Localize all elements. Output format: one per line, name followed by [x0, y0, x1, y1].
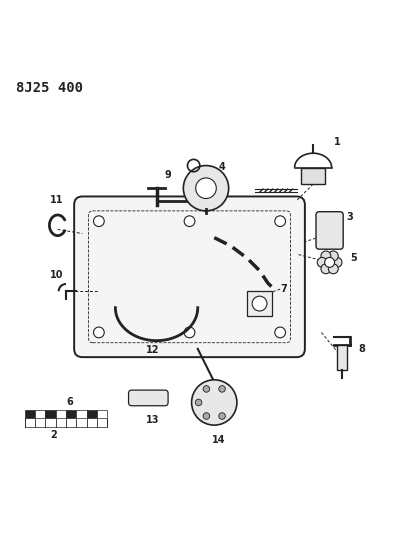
FancyBboxPatch shape	[129, 390, 168, 406]
FancyBboxPatch shape	[316, 212, 343, 249]
Bar	[25, 410, 35, 419]
Circle shape	[184, 216, 195, 227]
Text: 11: 11	[49, 195, 63, 205]
Circle shape	[328, 264, 338, 274]
Text: 12: 12	[146, 345, 159, 355]
Circle shape	[183, 166, 229, 211]
Bar	[25, 418, 107, 427]
Text: 6: 6	[67, 397, 73, 407]
Circle shape	[328, 251, 338, 261]
Circle shape	[332, 257, 342, 268]
Circle shape	[203, 385, 210, 392]
Circle shape	[219, 413, 225, 419]
Text: 4: 4	[218, 161, 225, 172]
Bar	[247, 291, 272, 316]
Text: 8J25 400: 8J25 400	[16, 81, 84, 95]
Bar	[66, 410, 76, 419]
Bar	[56, 410, 66, 419]
Circle shape	[275, 216, 286, 227]
Bar	[87, 410, 97, 419]
Bar	[45, 410, 56, 419]
Text: 13: 13	[146, 415, 159, 425]
Circle shape	[203, 413, 210, 419]
Bar	[97, 410, 107, 419]
Text: 9: 9	[165, 170, 171, 180]
Text: 3: 3	[346, 212, 353, 222]
Circle shape	[94, 216, 104, 227]
Bar	[76, 410, 87, 419]
Circle shape	[317, 257, 327, 268]
Text: 8: 8	[358, 344, 365, 354]
Circle shape	[195, 399, 202, 406]
Circle shape	[325, 257, 335, 268]
FancyBboxPatch shape	[74, 197, 305, 357]
Bar	[337, 345, 347, 369]
Text: 14: 14	[212, 435, 225, 446]
Bar	[35, 410, 45, 419]
Circle shape	[184, 327, 195, 338]
Text: 2: 2	[50, 430, 57, 440]
Circle shape	[196, 178, 216, 198]
Text: 5: 5	[350, 253, 357, 263]
Circle shape	[321, 251, 331, 261]
Circle shape	[321, 264, 331, 274]
Circle shape	[275, 327, 286, 338]
Circle shape	[192, 380, 237, 425]
Text: 1: 1	[334, 137, 340, 147]
Bar	[301, 167, 325, 184]
Circle shape	[94, 327, 104, 338]
Circle shape	[252, 296, 267, 311]
Circle shape	[219, 385, 225, 392]
Text: 10: 10	[49, 270, 63, 280]
Text: 7: 7	[280, 284, 287, 294]
